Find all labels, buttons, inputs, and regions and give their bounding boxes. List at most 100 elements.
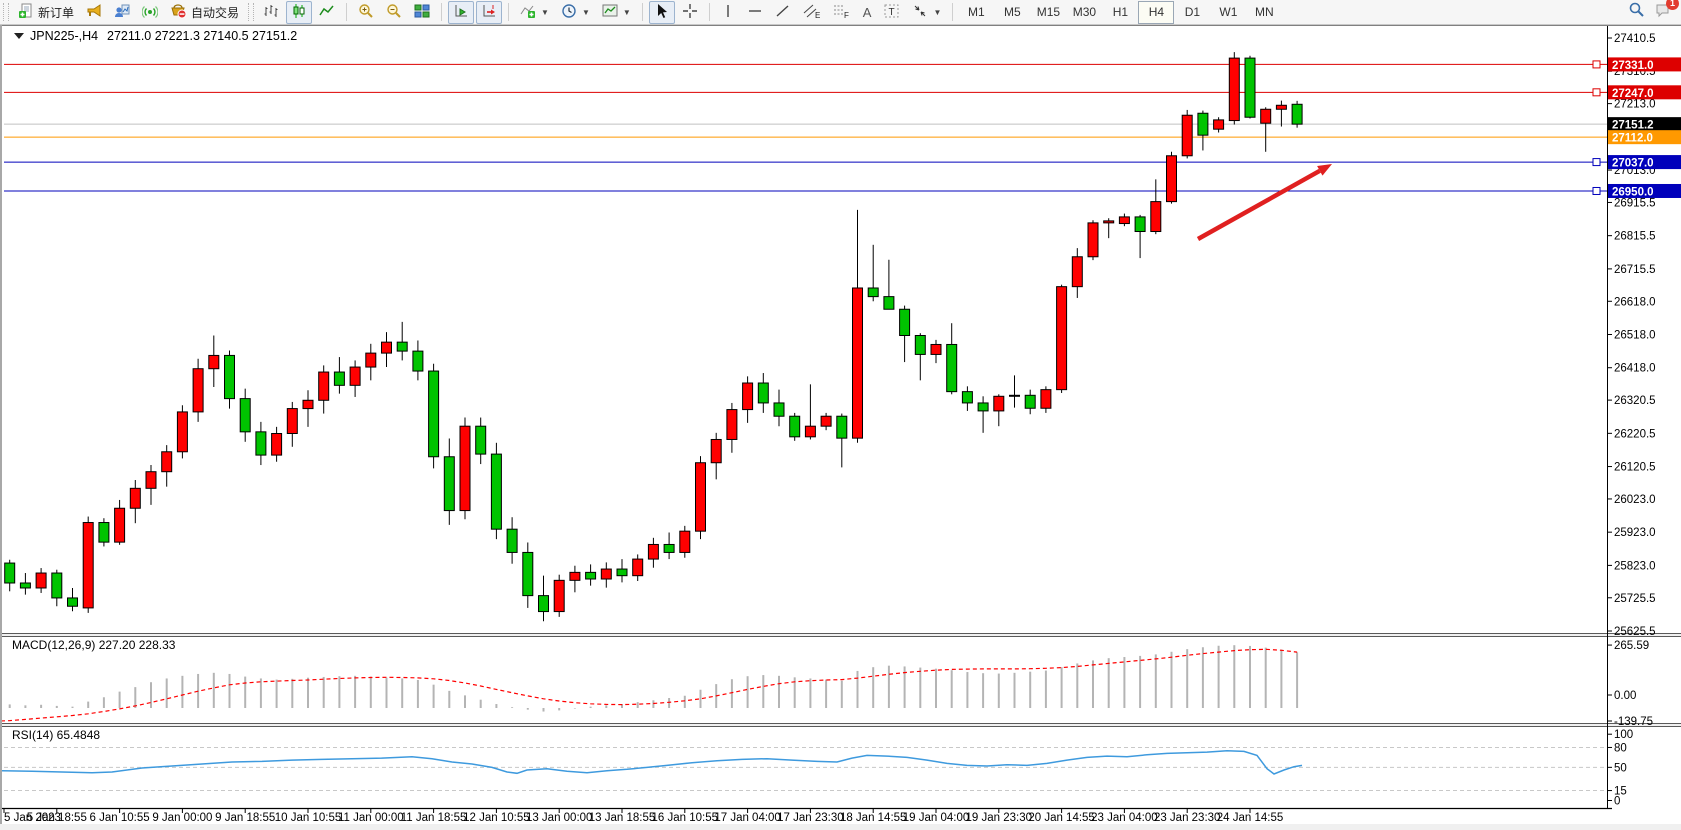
periods-button[interactable]: ▼ — [556, 1, 595, 24]
timeframe-w1[interactable]: W1 — [1219, 5, 1238, 19]
candle-body — [114, 507, 126, 543]
horizontal-line-icon — [747, 3, 763, 22]
candle-body — [946, 343, 958, 393]
candle-body — [475, 425, 487, 455]
candle-body — [1291, 103, 1303, 125]
indicators-icon — [520, 3, 536, 22]
notifications-button[interactable]: 1 — [1655, 0, 1679, 23]
timeframe-h4[interactable]: H4 — [1138, 0, 1175, 24]
timeframe-m30[interactable]: M30 — [1072, 5, 1097, 19]
trend-arrow-annotation — [1196, 164, 1332, 241]
candle-body — [773, 402, 785, 417]
zoom-out-button[interactable] — [381, 1, 407, 24]
bar-chart-icon — [263, 3, 279, 22]
bar-chart-button[interactable] — [258, 1, 284, 24]
toolbar-grip[interactable] — [3, 3, 9, 21]
crosshair-button[interactable] — [677, 1, 703, 24]
pane-splitter[interactable] — [2, 723, 1681, 727]
auto-trading-button[interactable]: 自动交易 — [165, 1, 244, 24]
line-anchor-handle[interactable] — [1592, 186, 1601, 195]
price-tag — [1608, 57, 1681, 72]
price-tag-label: 27247.0 — [1612, 88, 1654, 100]
timeframe-m15[interactable]: M15 — [1036, 5, 1061, 19]
macd-signal-line — [0, 648, 1298, 722]
macd-tick-label: 0.00 — [1614, 690, 1636, 702]
candle-body — [742, 382, 754, 411]
arrows-button[interactable]: ▼ — [907, 1, 946, 24]
rsi-tick-label: 100 — [1614, 729, 1633, 741]
candle-body — [459, 425, 471, 512]
candle-body — [836, 415, 848, 439]
price-tick-label: 25923.0 — [1614, 527, 1656, 539]
rsi-tick-label: 80 — [1614, 742, 1627, 754]
candle-body — [1260, 108, 1272, 124]
candle-body — [1244, 57, 1256, 118]
candle-body — [616, 568, 628, 577]
text-button[interactable]: A — [858, 1, 877, 24]
timeframe-m5[interactable]: M5 — [1004, 5, 1021, 19]
timeframe-mn[interactable]: MN — [1255, 5, 1274, 19]
rsi-tick-label: 15 — [1614, 786, 1627, 798]
timeframe-h1[interactable]: H1 — [1112, 5, 1129, 19]
chart-canvas[interactable]: 27410.527310.527213.027013.026915.526815… — [0, 25, 1681, 824]
horn-icon — [86, 3, 102, 22]
rsi-tick-label: 0 — [1614, 796, 1620, 808]
zoom-in-button[interactable] — [353, 1, 379, 24]
accounts-button[interactable] — [109, 1, 135, 24]
candle-body — [318, 371, 330, 401]
candlestick-chart-button[interactable] — [286, 0, 313, 24]
rsi-pane-label: RSI(14) 65.4848 — [12, 728, 100, 742]
candle-body — [19, 582, 31, 589]
equidistant-channel-button[interactable]: E — [798, 1, 826, 24]
pane-splitter[interactable] — [2, 633, 1681, 637]
timeframe-m1[interactable]: M1 — [968, 5, 985, 19]
auto-scroll-button[interactable] — [448, 0, 475, 24]
vertical-line-button[interactable] — [716, 1, 740, 24]
candle-body — [286, 408, 298, 434]
candle-body — [585, 571, 597, 580]
line-anchor-handle[interactable] — [1592, 88, 1601, 97]
price-tick-label: 26023.0 — [1614, 494, 1656, 506]
arrow-line[interactable] — [1196, 168, 1321, 241]
auto-trading-label: 自动交易 — [191, 5, 240, 20]
cursor-button[interactable] — [648, 0, 675, 24]
indicators-button[interactable]: ▼ — [515, 1, 554, 24]
price-tick-label: 27410.5 — [1614, 33, 1656, 45]
chart-dropdown-icon[interactable] — [14, 33, 24, 39]
new-order-button[interactable]: 新订单 — [13, 1, 79, 24]
line-chart-button[interactable] — [314, 1, 340, 24]
candle-body — [381, 341, 392, 354]
notification-badge: 1 — [1666, 0, 1679, 10]
search-icon[interactable] — [1628, 1, 1645, 23]
macd-tick-label: 265.59 — [1614, 640, 1649, 652]
candle-body — [553, 579, 565, 613]
time-axis-label: 11 Jan 00:00 — [338, 812, 404, 824]
horizontal-line-button[interactable] — [742, 1, 768, 24]
price-tag — [1608, 183, 1681, 198]
label-glyph: T — [889, 7, 895, 18]
market-watch-button[interactable] — [81, 1, 107, 24]
line-anchor-handle[interactable] — [1592, 158, 1601, 167]
chart-shift-button[interactable] — [476, 0, 503, 24]
candles-layer — [4, 52, 1303, 622]
signals-button[interactable] — [137, 1, 163, 24]
chevron-down-icon: ▼ — [622, 7, 631, 17]
candle-body — [82, 522, 94, 609]
fibonacci-button[interactable]: F — [828, 1, 856, 24]
trendline-button[interactable] — [770, 1, 796, 24]
candle-body — [1040, 389, 1052, 409]
text-label-button[interactable]: T — [878, 1, 905, 24]
templates-button[interactable]: ▼ — [597, 1, 636, 24]
timeframe-d1[interactable]: D1 — [1184, 5, 1201, 19]
candle-body — [396, 341, 408, 352]
vertical-line-icon — [721, 3, 735, 22]
chart-ohlc-values: 27211.0 27221.3 27140.5 27151.2 — [107, 29, 297, 43]
text-label-icon: T — [883, 3, 900, 22]
trendline-icon — [775, 3, 791, 22]
candle-body — [98, 522, 110, 543]
time-axis-label: 11 Jan 18:55 — [401, 812, 467, 824]
candle-body — [867, 287, 879, 298]
tile-windows-button[interactable] — [409, 1, 435, 24]
line-anchor-handle[interactable] — [1592, 60, 1601, 69]
price-tag-label: 27112.0 — [1612, 133, 1653, 145]
